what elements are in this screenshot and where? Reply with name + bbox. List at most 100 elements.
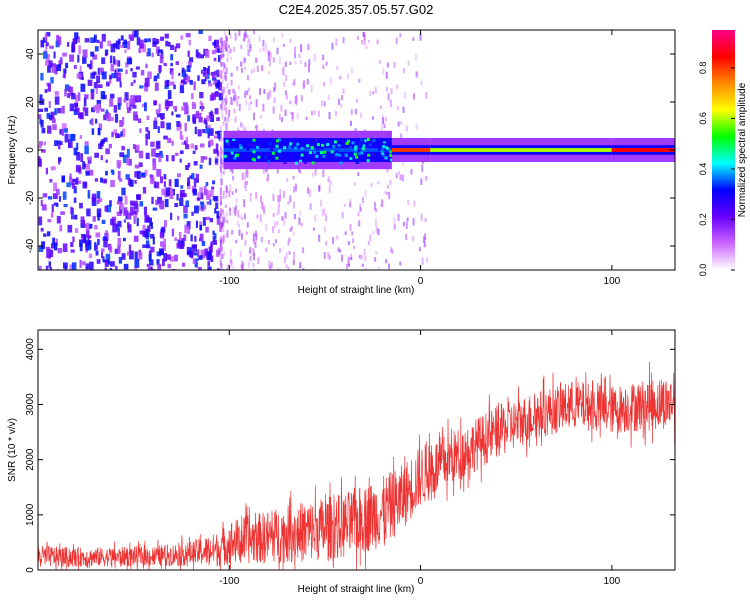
noise-mark (220, 61, 223, 67)
noise-mark (272, 38, 275, 43)
noise-mark (306, 187, 309, 194)
noise-mark (342, 37, 345, 44)
band-speckle (359, 142, 363, 146)
noise-mark (177, 215, 180, 221)
noise-mark (149, 217, 153, 226)
noise-mark (293, 186, 296, 193)
noise-mark (175, 43, 181, 49)
noise-mark (378, 59, 381, 65)
noise-mark (119, 81, 122, 88)
noise-mark (125, 214, 128, 220)
noise-mark (389, 99, 392, 108)
noise-mark (224, 117, 227, 122)
noise-mark (372, 91, 375, 95)
noise-mark (328, 255, 331, 260)
noise-mark (142, 244, 148, 248)
noise-mark (106, 204, 112, 213)
noise-mark (93, 105, 97, 112)
snr-xtick-label: -100 (219, 576, 239, 587)
noise-mark (134, 266, 138, 270)
noise-mark (133, 215, 136, 224)
noise-mark (45, 167, 49, 175)
noise-mark (423, 242, 426, 248)
spectrogram-xtick-label: 0 (418, 276, 424, 287)
noise-mark (73, 109, 77, 116)
noise-mark (221, 137, 224, 142)
noise-mark (174, 237, 178, 241)
noise-mark (425, 175, 428, 181)
noise-mark (387, 263, 390, 270)
noise-mark (222, 121, 225, 126)
noise-mark (348, 263, 351, 268)
noise-mark (222, 171, 225, 175)
noise-mark (395, 37, 398, 45)
noise-mark (252, 268, 255, 270)
noise-mark (289, 38, 292, 43)
snr-ytick-label: 3000 (25, 393, 36, 416)
noise-mark (341, 254, 344, 262)
noise-mark (50, 111, 55, 119)
noise-mark (323, 208, 326, 216)
band-speckle (306, 144, 310, 148)
noise-mark (292, 251, 295, 259)
noise-mark (52, 193, 58, 200)
noise-mark (221, 111, 224, 120)
noise-mark (101, 71, 107, 80)
noise-mark (412, 236, 415, 241)
band-speckle (355, 161, 359, 165)
noise-mark (256, 214, 259, 219)
noise-mark (205, 181, 209, 187)
noise-mark (343, 203, 346, 208)
noise-mark (260, 195, 263, 203)
noise-mark (300, 44, 303, 53)
noise-mark (147, 48, 151, 57)
noise-mark (43, 51, 48, 59)
noise-mark (90, 37, 95, 43)
noise-mark (121, 145, 125, 151)
noise-mark (103, 137, 108, 142)
noise-mark (197, 267, 202, 270)
noise-mark (103, 178, 108, 184)
noise-mark (47, 83, 51, 92)
noise-mark (215, 130, 219, 135)
band-speckle (309, 151, 313, 155)
noise-mark (40, 40, 45, 48)
noise-mark (225, 211, 228, 217)
noise-mark (165, 40, 169, 47)
noise-mark (393, 217, 396, 224)
noise-mark (52, 124, 57, 130)
noise-mark (242, 56, 245, 65)
noise-mark (247, 261, 250, 268)
noise-mark (298, 167, 301, 173)
noise-mark (69, 264, 74, 270)
noise-mark (51, 64, 56, 73)
noise-mark (294, 183, 297, 192)
noise-mark (272, 213, 275, 217)
noise-mark (353, 246, 356, 250)
noise-mark (293, 46, 296, 55)
noise-mark (421, 164, 424, 173)
band-speckle (339, 161, 343, 165)
band-speckle (335, 150, 339, 154)
noise-mark (231, 229, 234, 235)
band-speckle (348, 146, 352, 150)
noise-mark (269, 90, 272, 98)
noise-mark (237, 209, 240, 218)
noise-mark (256, 65, 259, 73)
noise-mark (39, 94, 43, 99)
band-speckle (289, 142, 293, 146)
noise-mark (38, 265, 42, 270)
noise-mark (150, 177, 155, 185)
noise-mark (132, 143, 136, 149)
noise-mark (339, 249, 342, 253)
noise-mark (62, 52, 67, 57)
noise-mark (62, 243, 68, 252)
noise-mark (360, 39, 363, 45)
noise-mark (201, 102, 204, 112)
band-speckle (345, 141, 349, 145)
noise-mark (351, 231, 354, 236)
band-speckle (295, 154, 299, 158)
snr-panel: -100 0 100 0 1000 2000 3000 4000 Height of str… (7, 329, 676, 595)
noise-mark (117, 103, 121, 110)
noise-mark (104, 205, 109, 212)
